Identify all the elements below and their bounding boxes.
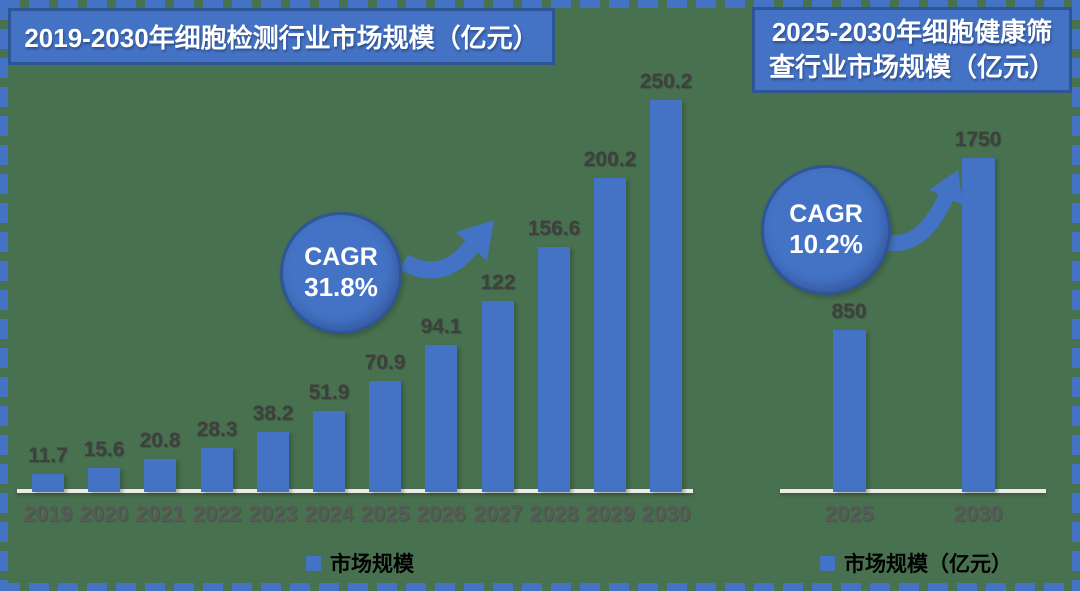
bar-value-label: 20.8 — [139, 429, 181, 452]
right-cagr-label: CAGR — [789, 200, 863, 229]
x-axis-tick-label: 2023 — [248, 501, 298, 526]
bar-2029 — [594, 178, 626, 492]
left-chart-title: 2019-2030年细胞检测行业市场规模（亿元） — [8, 8, 555, 65]
bar-2020 — [88, 468, 120, 492]
bar-2027 — [482, 301, 514, 492]
left-growth-arrow-icon — [399, 220, 494, 279]
right-chart-legend: 市场规模（亿元） — [820, 548, 1012, 578]
bar-value-label: 94.1 — [420, 315, 462, 338]
left-legend-label: 市场规模 — [330, 553, 414, 576]
bar-2030 — [962, 158, 995, 492]
bar-2022 — [201, 448, 233, 492]
bar-value-label: 850 — [831, 300, 867, 323]
bar-2025 — [369, 381, 401, 492]
bar-2030 — [650, 100, 682, 492]
right-cagr-badge: CAGR 10.2% — [761, 165, 891, 295]
bar-2023 — [257, 432, 289, 492]
bar-value-label: 11.7 — [28, 444, 68, 467]
bar-2028 — [538, 247, 570, 492]
right-legend-swatch-icon — [820, 555, 835, 571]
bar-2026 — [425, 345, 457, 492]
x-axis-tick-label: 2027 — [473, 501, 523, 526]
x-axis-tick-label: 2030 — [641, 501, 691, 526]
dashed-border-top — [0, 0, 1080, 8]
bar-value-label: 250.2 — [639, 70, 693, 93]
bar-value-label: 70.9 — [364, 351, 406, 374]
bar-value-label: 51.9 — [308, 381, 350, 404]
right-chart-title-text: 2025-2030年细胞健康筛查行业市场规模（亿元） — [768, 16, 1055, 82]
bar-value-label: 38.2 — [252, 402, 294, 425]
bar-2019 — [32, 474, 64, 492]
left-chart-x-axis-line — [17, 489, 693, 493]
bar-value-label: 122 — [480, 271, 516, 294]
x-axis-tick-label: 2025 — [360, 501, 410, 526]
x-axis-tick-label: 2019 — [23, 501, 73, 526]
bar-value-label: 1750 — [954, 128, 1002, 151]
right-legend-label: 市场规模（亿元） — [844, 553, 1012, 576]
dashed-border-bottom — [0, 583, 1080, 591]
x-axis-tick-label: 2028 — [529, 501, 579, 526]
x-axis-tick-label: 2029 — [585, 501, 635, 526]
left-cagr-label: CAGR — [304, 243, 378, 272]
right-chart-x-axis-line — [780, 489, 1046, 493]
right-cagr-value: 10.2% — [789, 228, 863, 259]
left-chart-title-text: 2019-2030年细胞检测行业市场规模（亿元） — [24, 23, 539, 53]
dashed-border-right — [1072, 0, 1080, 591]
bar-2025 — [833, 330, 866, 492]
x-axis-tick-label: 2022 — [192, 501, 242, 526]
x-axis-tick-label: 2024 — [304, 501, 354, 526]
x-axis-tick-label: 2030 — [953, 501, 1003, 526]
left-legend-swatch-icon — [306, 555, 321, 571]
bar-value-label: 15.6 — [83, 438, 125, 461]
left-cagr-value: 31.8% — [304, 271, 378, 302]
bar-2024 — [313, 411, 345, 492]
x-axis-tick-label: 2021 — [135, 501, 185, 526]
right-growth-arrow-icon — [884, 170, 963, 251]
x-axis-tick-label: 2025 — [824, 501, 874, 526]
dashed-border-left — [0, 0, 8, 591]
left-cagr-badge: CAGR 31.8% — [280, 212, 402, 334]
left-chart-legend: 市场规模 — [306, 548, 414, 578]
right-chart-title: 2025-2030年细胞健康筛查行业市场规模（亿元） — [752, 7, 1072, 93]
x-axis-tick-label: 2026 — [416, 501, 466, 526]
bar-value-label: 200.2 — [583, 148, 637, 171]
bar-value-label: 28.3 — [196, 418, 238, 441]
bar-value-label: 156.6 — [527, 217, 581, 240]
bar-2021 — [144, 459, 176, 492]
x-axis-tick-label: 2020 — [79, 501, 129, 526]
